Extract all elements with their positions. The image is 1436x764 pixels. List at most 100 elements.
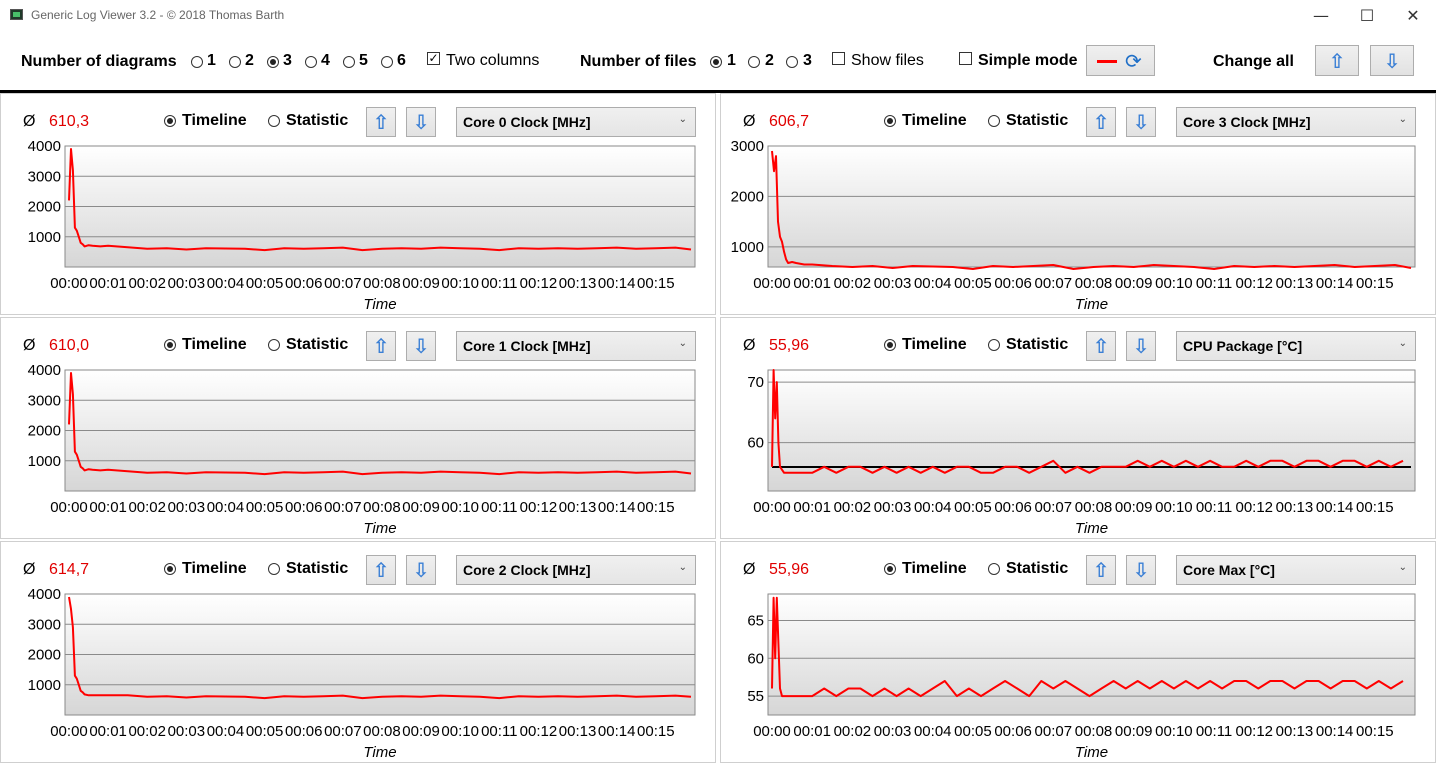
change-all-up-button[interactable]: ⇧: [1315, 45, 1359, 76]
show-files-label: Show files: [851, 52, 924, 69]
average-value: 55,96: [769, 337, 810, 354]
statistic-label: Statistic: [286, 112, 349, 129]
statistic-radio[interactable]: [988, 563, 1000, 575]
chevron-down-icon: ⌄: [1398, 562, 1407, 573]
move-up-button[interactable]: ⇧: [366, 331, 396, 361]
sensor-select[interactable]: Core 2 Clock [MHz] ⌄: [456, 555, 696, 585]
x-tick-label: 00:01: [793, 275, 831, 292]
x-tick-label: 00:07: [324, 723, 362, 740]
average-symbol: Ø: [743, 113, 756, 130]
chevron-down-icon: ⌄: [678, 114, 687, 125]
average-value: 55,96: [769, 561, 810, 578]
sensor-select[interactable]: Core 3 Clock [MHz] ⌄: [1176, 107, 1416, 137]
timeline-label: Timeline: [182, 336, 247, 353]
x-tick-label: 00:14: [598, 499, 636, 516]
maximize-button[interactable]: ☐: [1359, 6, 1375, 25]
y-tick-label: 1000: [28, 677, 61, 694]
move-down-button[interactable]: ⇩: [1126, 331, 1156, 361]
x-tick-label: 00:13: [559, 723, 597, 740]
x-tick-label: 00:03: [168, 723, 206, 740]
sensor-select-value: CPU Package [°C]: [1183, 338, 1303, 354]
diagram-option-6-radio[interactable]: [381, 56, 393, 68]
show-files-checkbox[interactable]: [832, 52, 845, 65]
move-down-button[interactable]: ⇩: [406, 555, 436, 585]
statistic-label: Statistic: [1006, 560, 1069, 577]
simple-mode-checkbox[interactable]: [959, 52, 972, 65]
diagram-option-1-radio[interactable]: [191, 56, 203, 68]
number-of-files-label: Number of files: [580, 53, 697, 70]
arrow-up-icon: ⇧: [372, 558, 390, 582]
timeline-radio[interactable]: [884, 563, 896, 575]
x-tick-label: 00:09: [1115, 499, 1153, 516]
x-tick-label: 00:02: [834, 499, 872, 516]
x-tick-label: 00:15: [1356, 723, 1394, 740]
sensor-select-value: Core 3 Clock [MHz]: [1183, 114, 1311, 130]
move-down-button[interactable]: ⇩: [406, 107, 436, 137]
x-tick-label: 00:11: [481, 723, 517, 740]
statistic-radio[interactable]: [988, 115, 1000, 127]
average-symbol: Ø: [743, 561, 756, 578]
diagram-option-5-radio[interactable]: [343, 56, 355, 68]
x-tick-label: 00:10: [1155, 275, 1193, 292]
diagram-option-4-label: 4: [321, 52, 330, 69]
statistic-label: Statistic: [1006, 336, 1069, 353]
timeline-radio[interactable]: [164, 339, 176, 351]
two-columns-label: Two columns: [446, 52, 540, 69]
x-tick-label: 00:01: [89, 723, 127, 740]
file-option-1-label: 1: [727, 52, 736, 69]
toolbar-divider: [0, 90, 1436, 93]
y-tick-label: 3000: [731, 138, 764, 155]
y-tick-label: 3000: [28, 616, 61, 633]
move-down-button[interactable]: ⇩: [1126, 107, 1156, 137]
average-value: 610,0: [49, 337, 90, 354]
app-icon: [10, 9, 23, 20]
diagram-option-3-radio[interactable]: [267, 56, 279, 68]
move-up-button[interactable]: ⇧: [366, 107, 396, 137]
move-up-button[interactable]: ⇧: [1086, 331, 1116, 361]
move-up-button[interactable]: ⇧: [366, 555, 396, 585]
minimize-button[interactable]: —: [1313, 6, 1329, 25]
y-tick-label: 4000: [28, 586, 61, 603]
timeline-radio[interactable]: [164, 563, 176, 575]
sensor-select[interactable]: Core 0 Clock [MHz] ⌄: [456, 107, 696, 137]
move-up-button[interactable]: ⇧: [1086, 107, 1116, 137]
close-button[interactable]: ✕: [1406, 6, 1420, 25]
statistic-radio[interactable]: [268, 339, 280, 351]
x-tick-label: 00:15: [1356, 499, 1394, 516]
line-style-swap-button[interactable]: ⟳: [1086, 45, 1155, 76]
x-tick-label: 00:05: [246, 723, 284, 740]
statistic-radio[interactable]: [988, 339, 1000, 351]
sensor-select[interactable]: CPU Package [°C] ⌄: [1176, 331, 1416, 361]
timeline-radio[interactable]: [884, 115, 896, 127]
x-tick-label: 00:04: [207, 723, 245, 740]
file-option-1-radio[interactable]: [710, 56, 722, 68]
x-tick-label: 00:02: [128, 499, 166, 516]
x-tick-label: 00:10: [441, 499, 479, 516]
two-columns-checkbox[interactable]: ✓: [427, 51, 440, 65]
x-tick-label: 00:03: [168, 499, 206, 516]
file-option-2-label: 2: [765, 52, 774, 69]
diagram-option-4-radio[interactable]: [305, 56, 317, 68]
move-down-button[interactable]: ⇩: [1126, 555, 1156, 585]
arrow-up-icon: ⇧: [1092, 110, 1110, 134]
diagram-option-2-radio[interactable]: [229, 56, 241, 68]
chevron-down-icon: ⌄: [678, 562, 687, 573]
timeline-radio[interactable]: [164, 115, 176, 127]
timeline-radio[interactable]: [884, 339, 896, 351]
statistic-radio[interactable]: [268, 563, 280, 575]
x-tick-label: 00:15: [637, 275, 675, 292]
statistic-radio[interactable]: [268, 115, 280, 127]
statistic-label: Statistic: [286, 336, 349, 353]
move-up-button[interactable]: ⇧: [1086, 555, 1116, 585]
y-tick-label: 70: [747, 374, 764, 391]
change-all-down-button[interactable]: ⇩: [1370, 45, 1414, 76]
sensor-select[interactable]: Core 1 Clock [MHz] ⌄: [456, 331, 696, 361]
sensor-select[interactable]: Core Max [°C] ⌄: [1176, 555, 1416, 585]
move-down-button[interactable]: ⇩: [406, 331, 436, 361]
x-tick-label: 00:03: [874, 499, 912, 516]
x-tick-label: 00:13: [559, 499, 597, 516]
timeline-label: Timeline: [902, 112, 967, 129]
file-option-3-radio[interactable]: [786, 56, 798, 68]
file-option-2-radio[interactable]: [748, 56, 760, 68]
